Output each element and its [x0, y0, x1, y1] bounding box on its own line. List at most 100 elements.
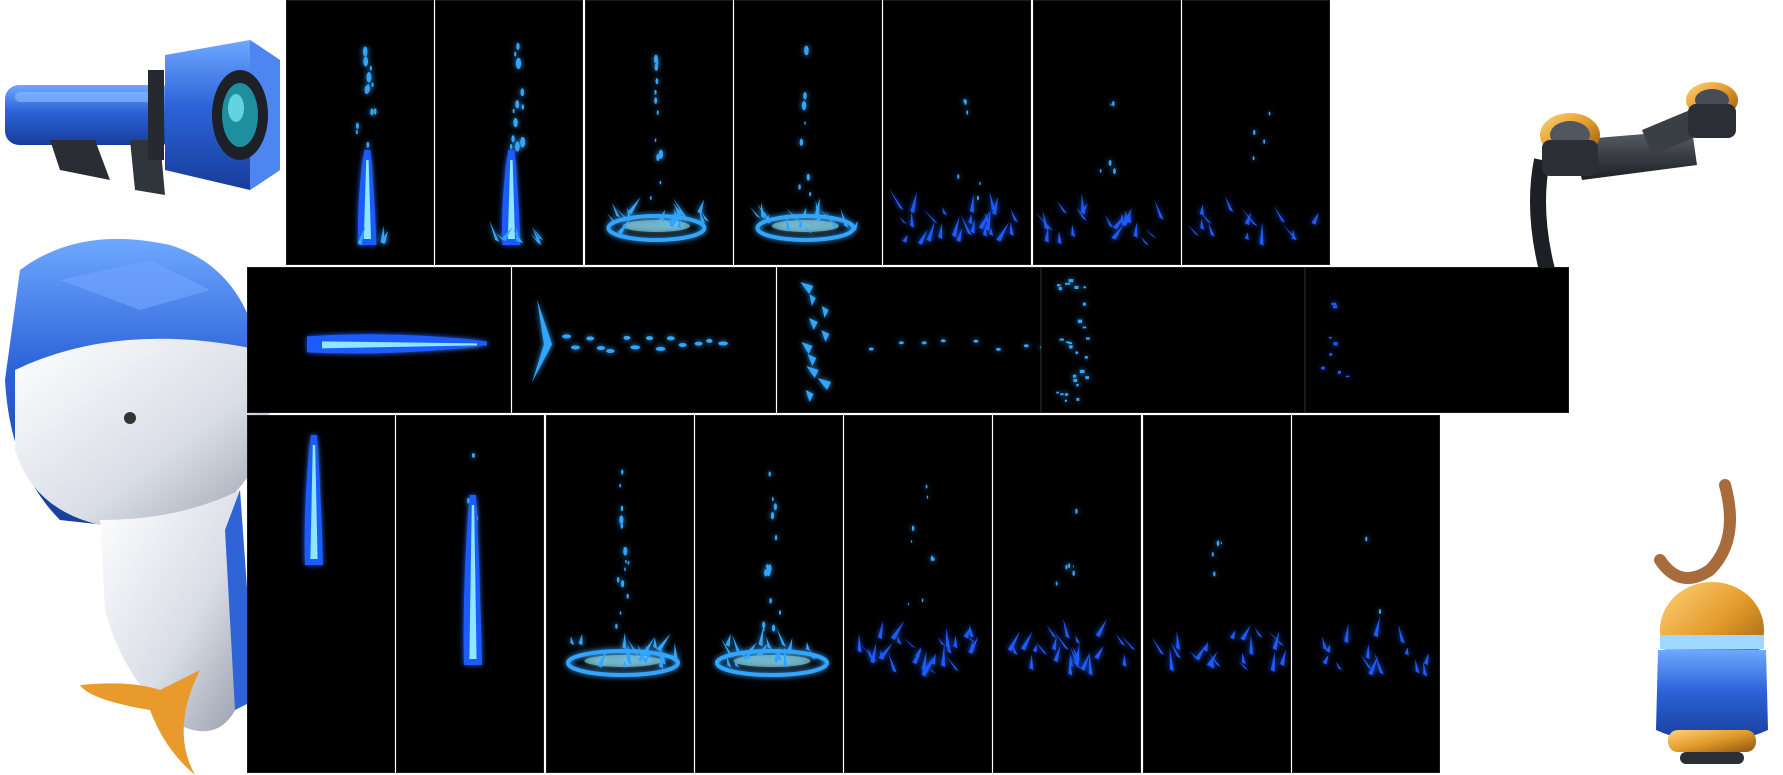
splash-shard [501, 227, 513, 241]
splash-shard [969, 194, 974, 214]
water-droplet [366, 84, 370, 93]
vertical-jet-frame-bottom-5 [844, 415, 992, 773]
water-droplet [623, 335, 631, 340]
water-droplet [940, 339, 946, 343]
water-droplet [654, 63, 659, 71]
water-droplet [925, 484, 928, 489]
splash-shard [851, 221, 859, 231]
splash-shard [1259, 222, 1264, 246]
splash-shard [532, 299, 552, 383]
splash-shard [877, 621, 884, 640]
splash-shard [627, 207, 633, 221]
splash-shard [809, 318, 818, 330]
splash-shard [1195, 644, 1207, 661]
splash-shard [1071, 224, 1076, 237]
water-droplet [774, 534, 778, 541]
splash-shard [817, 378, 832, 390]
water-droplet [1075, 351, 1079, 354]
water-droplet [1057, 284, 1061, 287]
splash-shard [659, 644, 664, 669]
water-droplet [678, 342, 687, 347]
splash-shard [807, 354, 817, 366]
water-droplet [615, 623, 618, 629]
splash-shard [1140, 236, 1150, 246]
water-droplet [1056, 391, 1059, 394]
water-droplet [625, 559, 627, 564]
water-droplet [624, 567, 626, 571]
splash-shard [725, 633, 731, 647]
splash-shard [1398, 624, 1405, 644]
splash-shard [674, 208, 679, 222]
water-droplet [1023, 344, 1029, 348]
splash-shard [805, 390, 814, 402]
splash-shard [938, 637, 946, 646]
water-droplet [1321, 366, 1325, 370]
water-droplet [1055, 581, 1058, 586]
splash-shard [798, 219, 803, 229]
water-droplet [1112, 100, 1115, 107]
water-droplet [1060, 393, 1064, 396]
water-droplet [1378, 609, 1382, 614]
horizontal-jet-frame-4 [1041, 267, 1305, 413]
splash-shard [661, 651, 666, 665]
splash-pool [565, 649, 680, 677]
water-droplet [649, 195, 652, 200]
splash-shard [1053, 645, 1061, 663]
splash-shard [1010, 208, 1019, 223]
splash-shard [1203, 641, 1208, 652]
splash-shard [801, 207, 807, 219]
dolphin-armor-icon [0, 230, 280, 775]
water-droplet [1065, 341, 1070, 344]
splash-shard [1115, 633, 1126, 646]
splash-shard [938, 222, 943, 240]
splash-shard [1188, 225, 1200, 237]
splash-shard [1144, 228, 1157, 239]
splash-shard [1111, 224, 1124, 240]
water-droplet [1365, 536, 1368, 542]
vertical-jet-frame-top-2 [435, 0, 583, 265]
water-droplet [1069, 345, 1073, 349]
water-droplet [606, 348, 615, 353]
splash-shard [1335, 661, 1343, 671]
splash-shard [622, 660, 627, 668]
splash-shard [674, 203, 682, 217]
water-droplet [1079, 369, 1085, 374]
water-droplet [620, 505, 624, 512]
splash-shard [1404, 647, 1409, 656]
splash-shard [1208, 222, 1215, 237]
splash-shard [1029, 654, 1034, 671]
splash-shard [1046, 624, 1057, 639]
water-droplet [1253, 129, 1256, 135]
splash-shard [878, 642, 894, 660]
splash-shard [953, 635, 958, 649]
water-droplet [921, 341, 927, 345]
water-droplet [762, 627, 765, 632]
splash-shard [801, 342, 813, 354]
splash-shard [921, 650, 927, 672]
water-droplet [911, 525, 915, 532]
splash-shard [1291, 229, 1296, 241]
water-droplet [1068, 342, 1073, 345]
splash-shard [910, 211, 915, 228]
capsule-pendant-icon [1640, 479, 1783, 773]
splash-shard [969, 641, 974, 652]
splash-shard [1423, 653, 1429, 666]
water-droplet [907, 603, 910, 606]
splash-shard [741, 648, 749, 662]
splash-shard [1170, 642, 1181, 659]
splash-shard [758, 626, 764, 647]
splash-shard [1075, 635, 1081, 644]
water-droplet [516, 42, 520, 51]
water-droplet [1064, 393, 1069, 396]
horizontal-jet-frame-2 [512, 267, 776, 413]
water-droplet [1076, 383, 1079, 387]
splash-shard [534, 229, 544, 241]
splash-shard [1229, 630, 1236, 640]
water-droplet [656, 110, 659, 115]
water-droplet [1252, 156, 1255, 161]
water-droplet [1082, 326, 1087, 329]
water-droplet [619, 483, 622, 488]
splash-shard [638, 653, 643, 663]
splash-shard [1311, 212, 1319, 225]
water-droplet [809, 191, 812, 197]
